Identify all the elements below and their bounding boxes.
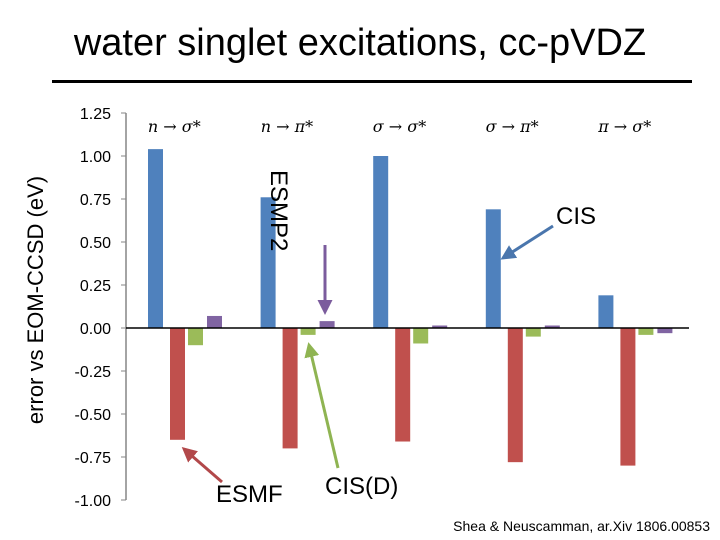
bar-esmp2 <box>319 321 335 328</box>
bar-esmf <box>395 328 411 442</box>
bar-cis <box>148 149 163 328</box>
category-label: σ → σ* <box>373 117 426 136</box>
y-tick-label: -1.00 <box>75 493 112 510</box>
category-label: π → σ* <box>597 117 651 136</box>
y-tick-label: 0.50 <box>80 235 111 252</box>
chart-title: water singlet excitations, cc-pVDZ <box>73 22 647 64</box>
title-divider <box>52 80 692 83</box>
cis-arrow <box>500 224 554 260</box>
bar-cis-d <box>188 328 203 346</box>
bar-esmf <box>620 328 636 466</box>
bar-esmf <box>170 328 185 440</box>
y-tick-label: -0.75 <box>75 450 112 467</box>
y-tick-label: 0.25 <box>80 278 111 295</box>
y-tick-label: -0.50 <box>75 407 112 424</box>
bar-cis-d <box>638 328 654 335</box>
citation: Shea & Neuscamman, ar.Xiv 1806.00853 <box>453 518 710 534</box>
y-tick-label: 0.75 <box>80 192 111 209</box>
cis-d-arrow <box>304 342 340 469</box>
bar-esmf <box>507 328 523 463</box>
y-tick-label: 1.00 <box>80 149 111 166</box>
bar-cis <box>485 209 501 328</box>
y-tick-label: 1.25 <box>80 106 111 123</box>
bar-esmp2 <box>432 325 448 328</box>
bar-esmp2 <box>207 315 222 328</box>
category-label: n → σ* <box>148 117 201 136</box>
annotation-esmp2: ESMP2 <box>265 170 292 251</box>
annotation-cis-d: CIS(D) <box>325 473 398 500</box>
bar-esmf <box>282 328 298 449</box>
annotation-esmf: ESMF <box>216 481 283 508</box>
y-tick-label: -0.25 <box>75 364 112 381</box>
category-label: n → π* <box>261 117 313 136</box>
bar-cis-d <box>300 328 316 335</box>
y-tick-label: 0.00 <box>80 321 111 338</box>
bar-cis-d <box>525 328 541 337</box>
annotation-cis: CIS <box>556 203 596 230</box>
bar-cis <box>260 197 276 328</box>
category-label: σ → π* <box>486 117 539 136</box>
bar-esmp2 <box>544 325 560 328</box>
bar-cis-d <box>413 328 429 344</box>
bar-cis <box>373 156 389 328</box>
bar-esmp2 <box>657 328 673 334</box>
esmf-arrow <box>181 447 223 484</box>
bar-cis <box>598 295 614 328</box>
